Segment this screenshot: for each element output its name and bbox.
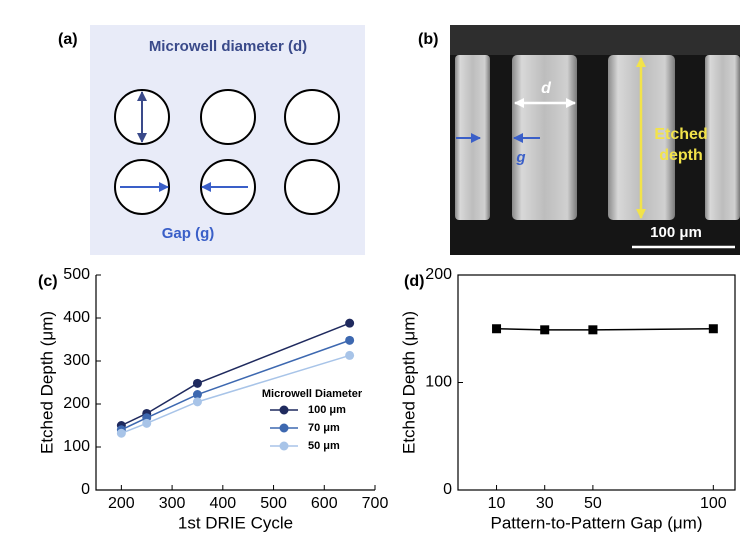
legend-marker [279, 441, 289, 451]
y-tick-label: 0 [81, 481, 90, 498]
d-label: d [541, 80, 552, 97]
diagram-title: Microwell diameter (d) [149, 38, 307, 55]
data-line [496, 328, 714, 331]
legend-marker [279, 423, 289, 433]
panel-label: (d) [404, 273, 424, 290]
depth-label: depth [659, 147, 703, 164]
scale-bar-label: 100 μm [650, 224, 702, 241]
sem-top [450, 25, 740, 55]
x-tick-label: 600 [311, 495, 338, 512]
x-tick-label: 200 [108, 495, 135, 512]
legend-marker [279, 405, 289, 415]
axes [95, 275, 375, 491]
x-tick-label: 300 [159, 495, 186, 512]
y-tick-label: 200 [425, 266, 452, 283]
x-tick-label: 400 [209, 495, 236, 512]
data-point [588, 325, 598, 335]
depth-label: Etched [654, 126, 707, 143]
x-tick-label: 10 [488, 495, 506, 512]
data-point [345, 350, 355, 360]
gap-label: Gap (g) [162, 225, 215, 242]
panel-label: (b) [418, 31, 438, 48]
panel-b: (b) d g Etched depth 100 μm [418, 25, 740, 255]
data-point [540, 325, 550, 335]
x-tick-label: 30 [536, 495, 554, 512]
y-tick-label: 100 [63, 438, 90, 455]
plot-frame [457, 274, 736, 491]
data-point [345, 318, 355, 328]
data-line [121, 354, 350, 434]
x-tick-label: 100 [700, 495, 727, 512]
data-point [345, 335, 355, 345]
data-point [492, 324, 502, 334]
sem-image [450, 25, 740, 255]
data-point [142, 418, 152, 428]
panel-a: (a) Microwell diameter (d) Gap (g) [58, 25, 365, 255]
y-tick-label: 200 [63, 395, 90, 412]
y-axis-label: Etched Depth (μm) [37, 311, 56, 454]
data-point [192, 397, 202, 407]
microwells [114, 89, 340, 215]
y-tick-label: 500 [63, 266, 90, 283]
legend-label: 50 μm [308, 440, 340, 452]
data-point [116, 428, 126, 438]
x-axis-label: Pattern-to-Pattern Gap (μm) [491, 513, 703, 532]
y-axis-label: Etched Depth (μm) [399, 311, 418, 454]
y-tick-label: 100 [425, 374, 452, 391]
x-tick-label: 50 [584, 495, 602, 512]
data-point [708, 324, 718, 334]
legend-label: 100 μm [308, 404, 346, 416]
x-tick-label: 500 [260, 495, 287, 512]
panel-label: (c) [38, 273, 58, 290]
y-tick-label: 300 [63, 352, 90, 369]
data-line [121, 339, 350, 431]
data-point [192, 378, 202, 388]
panel-label: (a) [58, 31, 78, 48]
legend-label: 70 μm [308, 422, 340, 434]
y-tick-label: 0 [443, 481, 452, 498]
g-label: g [515, 149, 525, 166]
x-axis-label: 1st DRIE Cycle [178, 513, 293, 532]
legend-title: Microwell Diameter [262, 388, 363, 400]
y-tick-label: 400 [63, 309, 90, 326]
x-tick-label: 700 [362, 495, 389, 512]
data-point [192, 390, 202, 400]
data-line [121, 322, 350, 427]
